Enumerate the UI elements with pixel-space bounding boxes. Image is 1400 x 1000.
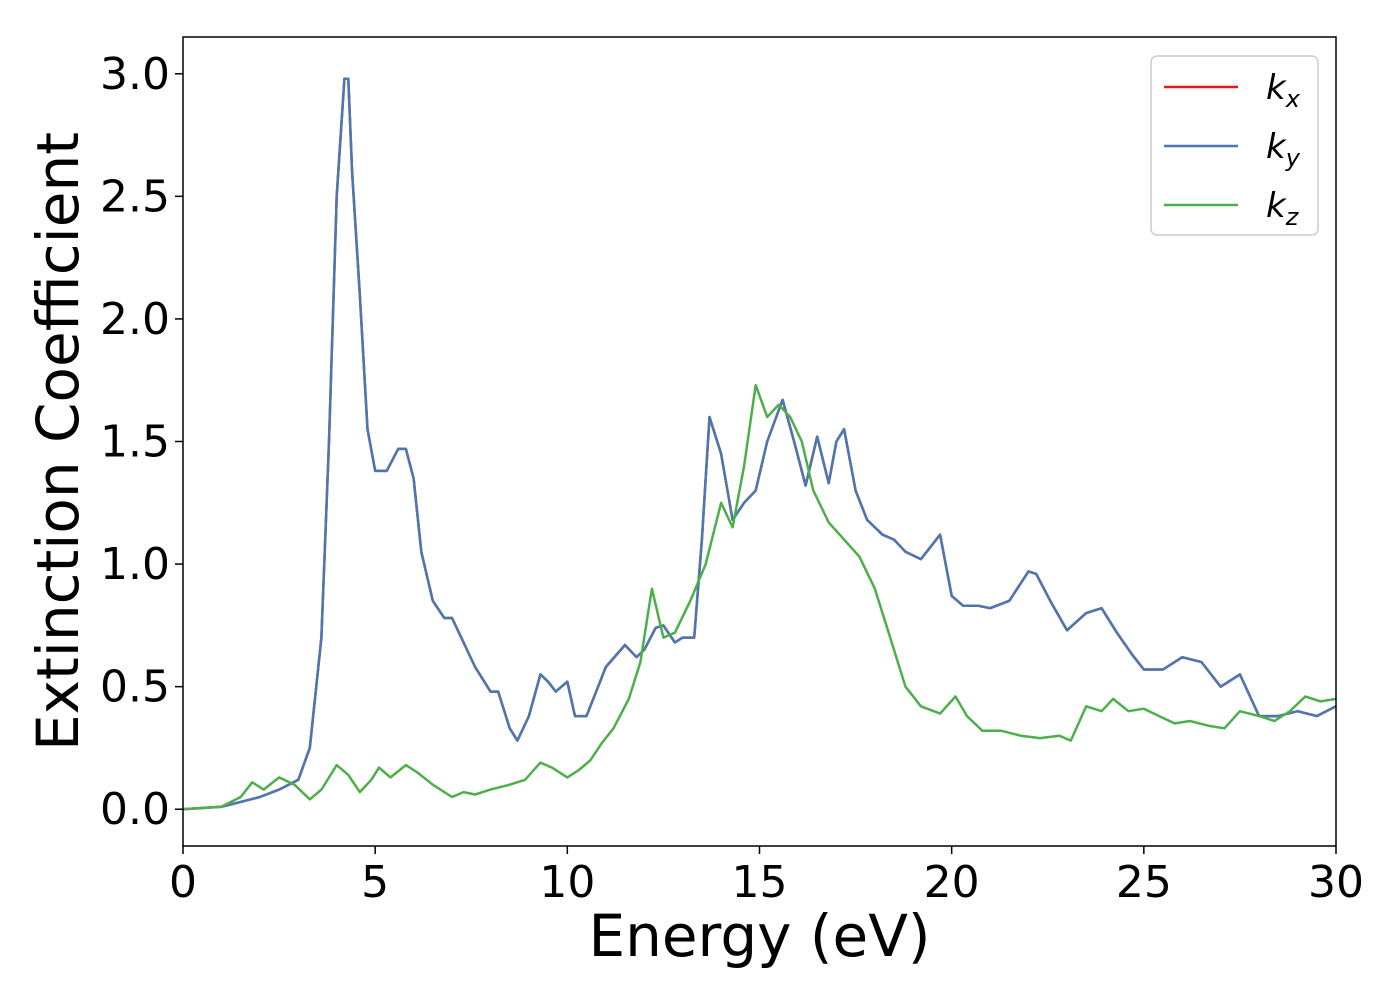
y-tick-label: 2.0 (100, 294, 170, 345)
series-line-kz (182, 383, 1337, 811)
x-axis-ticks: 0 5 10 15 20 25 30 (169, 846, 1364, 908)
x-tick-label: 20 (924, 857, 980, 908)
y-axis-title: Extinction Coefficient (24, 132, 92, 751)
x-tick-label: 15 (732, 857, 788, 908)
y-tick-label: 1.0 (100, 539, 170, 590)
x-axis-title: Energy (eV) (588, 902, 930, 970)
x-tick-label: 25 (1116, 857, 1172, 908)
y-tick-label: 0.5 (100, 662, 170, 713)
y-tick-label: 1.5 (100, 417, 170, 468)
legend: kx ky kz (1150, 55, 1319, 236)
y-tick-label: 3.0 (100, 49, 170, 100)
y-tick-label: 2.5 (100, 171, 170, 222)
plot-lines (182, 77, 1337, 811)
legend-label-kz: kz (1266, 186, 1300, 231)
series-line-ky (182, 77, 1337, 811)
y-tick-label: 0.0 (100, 784, 170, 835)
legend-label-kx: kx (1266, 68, 1301, 113)
legend-label-ky: ky (1266, 127, 1301, 172)
x-tick-label: 5 (361, 857, 389, 908)
y-axis-ticks: 0.0 0.5 1.0 1.5 2.0 2.5 3.0 (100, 49, 183, 835)
x-tick-label: 30 (1308, 857, 1364, 908)
x-tick-label: 0 (169, 857, 197, 908)
x-tick-label: 10 (539, 857, 595, 908)
